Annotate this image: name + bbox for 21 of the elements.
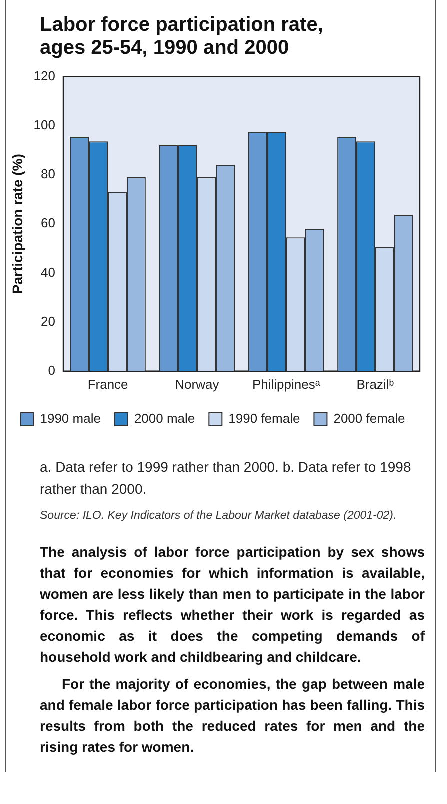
y-tick-label: 60 bbox=[41, 216, 56, 231]
x-tick-label: France bbox=[88, 376, 128, 392]
y-tick-label: 20 bbox=[41, 314, 56, 329]
x-tick-label: Brazilᵇ bbox=[356, 376, 394, 392]
x-tick-label: Philippinesᵃ bbox=[252, 376, 320, 392]
source-note: Source: ILO. Key Indicators of the Labour Market database (2001-02). bbox=[40, 510, 398, 522]
legend-label: 1990 female bbox=[228, 411, 300, 426]
y-tick-label: 100 bbox=[34, 117, 56, 132]
chart-title: Labor force participation rate, ages 25-54, 1990 and 2000 bbox=[40, 14, 324, 60]
y-tick-label: 120 bbox=[34, 68, 56, 84]
legend-label: 2000 male bbox=[134, 411, 196, 426]
x-tick-label: Norway bbox=[175, 376, 220, 392]
text: a. Data refer to 1999 rather than 2000. b. Data refer to 1998 rather than 2000. bbox=[40, 458, 412, 499]
text: For the majority of economies, the gap between male and female labor force participation has been falling. This results from both the reduced rates for men and the rising rates for women. bbox=[40, 675, 425, 757]
y-tick-label: 0 bbox=[48, 362, 56, 378]
y-axis-title: Participation rate (%) bbox=[9, 154, 26, 294]
legend-label: 2000 female bbox=[334, 411, 406, 426]
legend-label: 1990 male bbox=[40, 411, 101, 426]
y-tick-label: 40 bbox=[41, 264, 56, 280]
y-tick-label: 80 bbox=[41, 166, 56, 182]
text: The analysis of labor force participation by sex shows that for economies for which information is available, women are less likely than men to participate in the labor force. This reflects whether their work is regarded as economic as it does the competing demands of household work and childbearing and childcare. bbox=[40, 543, 425, 667]
